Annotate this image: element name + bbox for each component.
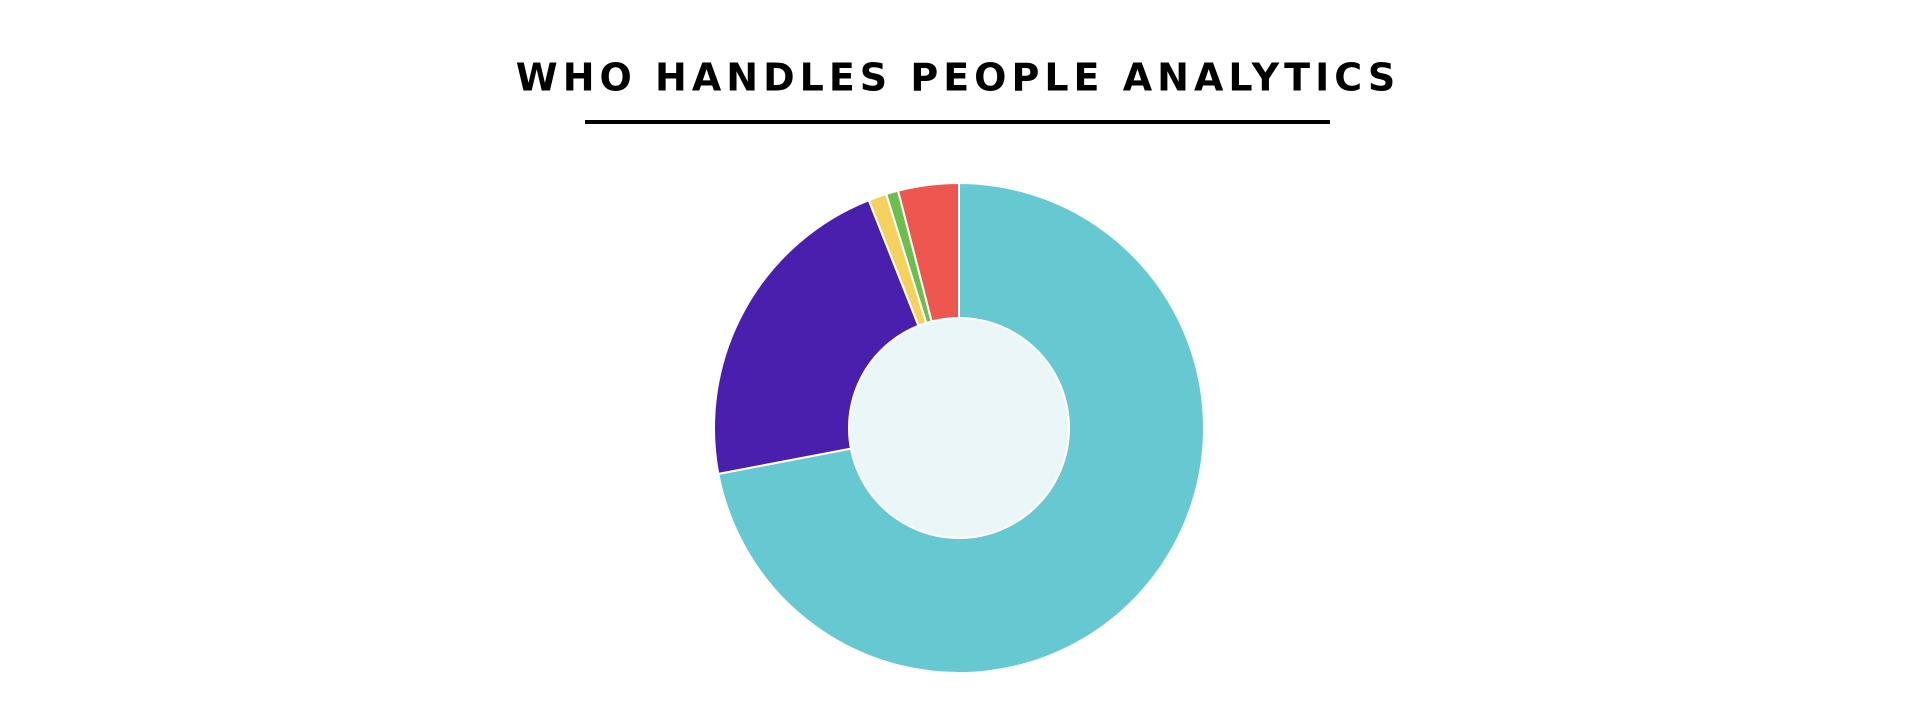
chart-title: WHO HANDLES PEOPLE ANALYTICS — [516, 56, 1400, 100]
donut-hole — [848, 317, 1070, 539]
